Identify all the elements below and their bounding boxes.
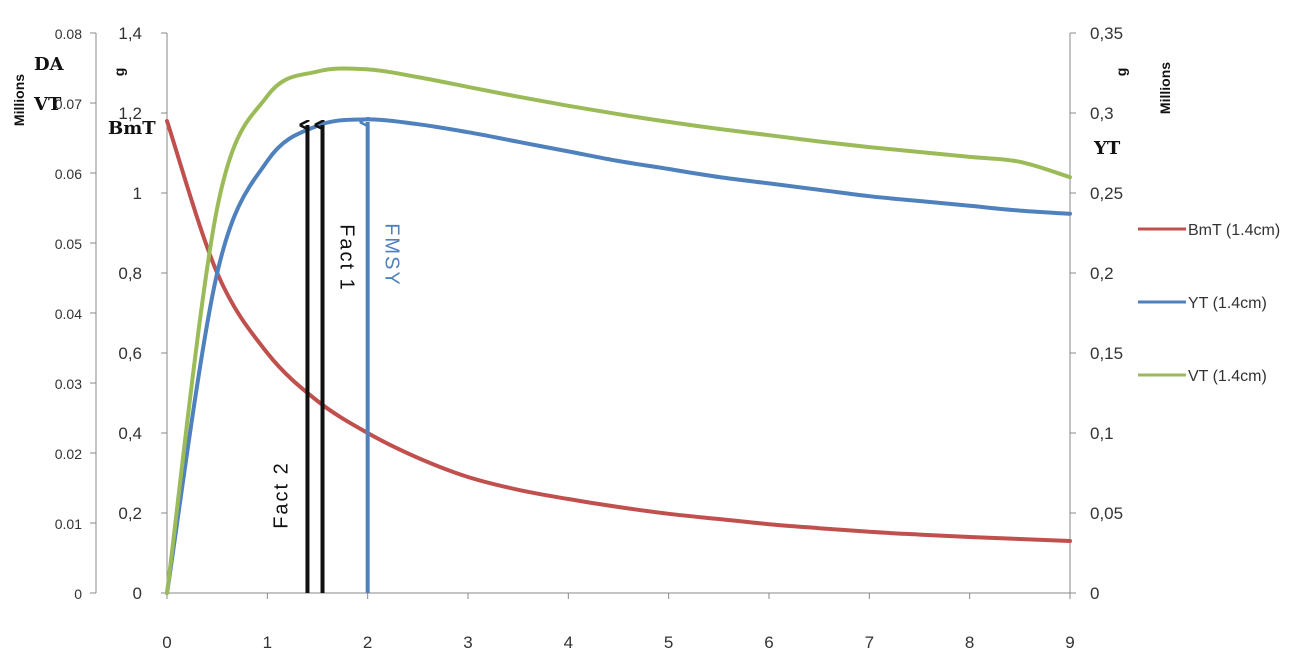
left-inner-tick-label: 0,4 (118, 424, 142, 443)
legend-label-vt: VT (1.4cm) (1188, 368, 1267, 385)
left-outer-tick-label: 0.08 (55, 26, 82, 42)
x-tick-label: 6 (764, 633, 773, 650)
right-tick-label: 0,1 (1090, 424, 1114, 443)
legend-label-bmt: BmT (1.4cm) (1188, 222, 1280, 239)
annotation-label-fact-2: Fact 2 (270, 461, 292, 529)
tick-labels: 0 1 2 3 4 5 6 7 8 9 0 0.01 0.02 0.03 0.04 0.05 0.06 0.07 0… (55, 24, 1123, 650)
right-unit-label-millions: Millions (1157, 62, 1173, 114)
annotation-label-fmsy: FMSY (381, 223, 403, 287)
series-line-vt (165, 66, 1072, 595)
left-outer-tick-label: 0.07 (55, 96, 82, 112)
right-tick-label: 0,15 (1090, 344, 1123, 363)
right-unit-label: g (1113, 68, 1129, 77)
left-inner-tick-label: 1,2 (118, 104, 142, 123)
left-inner-tick-label: 0,2 (118, 504, 142, 523)
left-inner-label-bmt: BmT (108, 118, 156, 139)
left-outer-tick-label: 0.03 (55, 376, 82, 392)
x-tick-label: 2 (363, 633, 372, 650)
left-outer-tick-label: 0.06 (55, 166, 82, 182)
x-tick-label: 0 (162, 633, 171, 650)
x-tick-label: 5 (664, 633, 673, 650)
x-tick-label: 9 (1065, 633, 1074, 650)
left-inner-tick-label: 0 (133, 584, 142, 603)
left-outer-unit-label: Millions (11, 74, 27, 126)
x-tick-label: 7 (865, 633, 874, 650)
x-tick-label: 8 (965, 633, 974, 650)
right-tick-label: 0,25 (1090, 184, 1123, 203)
right-tick-label: 0,05 (1090, 504, 1123, 523)
annotation-label-fact-1: Fact 1 (336, 224, 358, 292)
left-outer-tick-label: 0.02 (55, 446, 82, 462)
series-line-yt (165, 117, 1072, 595)
left-outer-tick-label: 0.05 (55, 236, 82, 252)
left-outer-tick-label: 0.01 (55, 516, 82, 532)
left-inner-tick-label: 1 (133, 184, 142, 203)
legend: BmT (1.4cm) YT (1.4cm) VT (1.4cm) (1138, 222, 1280, 385)
left-inner-tick-label: 0,6 (118, 344, 142, 363)
left-inner-tick-label: 0,8 (118, 264, 142, 283)
right-label-yt: YT (1093, 138, 1121, 159)
left-outer-tick-label: 0.04 (55, 306, 82, 322)
left-outer-label-vt: VT (33, 94, 62, 115)
left-outer-tick-label: 0 (74, 586, 82, 602)
x-tick-label: 3 (463, 633, 472, 650)
left-inner-tick-label: 1,4 (118, 24, 142, 43)
right-tick-label: 0,35 (1090, 24, 1123, 43)
legend-label-yt: YT (1.4cm) (1188, 295, 1267, 312)
left-outer-label-da: DA (34, 54, 65, 75)
right-tick-label: 0 (1090, 584, 1099, 603)
x-tick-label: 4 (564, 633, 573, 650)
series-line-bmt (165, 119, 1072, 543)
annotations: Fact 2 Fact 1 FMSY (270, 122, 403, 593)
left-inner-unit-label: g (111, 68, 127, 77)
x-tick-label: 1 (263, 633, 272, 650)
right-tick-label: 0,3 (1090, 104, 1114, 123)
axes (90, 32, 1076, 599)
right-tick-label: 0,2 (1090, 264, 1114, 283)
series-layer (165, 66, 1072, 595)
